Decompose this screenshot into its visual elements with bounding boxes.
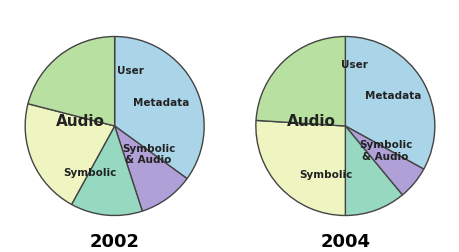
Wedge shape [256, 37, 345, 126]
Title: 2004: 2004 [319, 233, 369, 251]
Wedge shape [255, 120, 345, 215]
Wedge shape [72, 126, 142, 215]
Wedge shape [114, 126, 187, 211]
Text: Metadata: Metadata [133, 98, 189, 108]
Text: Audio: Audio [56, 114, 105, 129]
Wedge shape [114, 37, 204, 179]
Wedge shape [345, 126, 402, 215]
Text: Symbolic: Symbolic [63, 168, 116, 178]
Text: Metadata: Metadata [365, 90, 421, 101]
Text: Symbolic: Symbolic [298, 170, 352, 180]
Wedge shape [345, 37, 434, 169]
Text: Symbolic
& Audio: Symbolic & Audio [358, 140, 411, 162]
Wedge shape [345, 126, 423, 195]
Title: 2002: 2002 [90, 233, 140, 251]
Wedge shape [28, 37, 114, 126]
Text: User: User [117, 66, 144, 76]
Wedge shape [25, 104, 114, 204]
Text: Symbolic
& Audio: Symbolic & Audio [122, 144, 175, 166]
Text: Audio: Audio [286, 114, 335, 129]
Text: User: User [340, 60, 367, 70]
